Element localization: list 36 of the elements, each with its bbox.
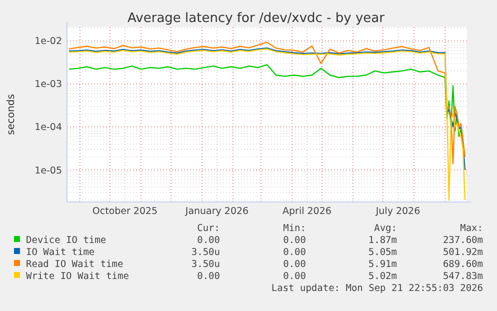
x-tick-label: July 2026 xyxy=(374,206,420,217)
text: 0.00 xyxy=(283,235,306,246)
text: 0.00 xyxy=(197,235,220,246)
x-tick-label: October 2025 xyxy=(92,206,158,217)
text: 0.00 xyxy=(283,271,306,282)
text: 1.87m xyxy=(368,235,398,246)
legend-label: Read IO Wait time xyxy=(26,259,124,270)
y-tick-label: 1e-03 xyxy=(34,79,62,90)
text: 3.50u xyxy=(191,259,220,270)
text: Avg: xyxy=(374,223,397,234)
text: 501.92m xyxy=(442,247,484,258)
x-tick-label: April 2026 xyxy=(282,206,332,217)
text: 0.00 xyxy=(283,247,306,258)
text: Max: xyxy=(460,223,483,234)
line-series xyxy=(68,48,466,201)
text: 689.60m xyxy=(442,259,484,270)
text: 237.60m xyxy=(442,235,484,246)
text: 5.02m xyxy=(368,271,398,282)
legend-label: Write IO Wait time xyxy=(26,271,130,282)
text: 3.50u xyxy=(191,247,220,258)
x-tick-label: January 2026 xyxy=(184,206,249,217)
text: 547.83m xyxy=(442,271,484,282)
legend-label: Device IO time xyxy=(26,235,106,246)
y-axis-title: seconds xyxy=(6,94,17,135)
legend-label: IO Wait time xyxy=(26,247,95,258)
text: Cur: xyxy=(197,223,220,234)
text: 0.00 xyxy=(283,259,306,270)
text: 5.05m xyxy=(368,247,398,258)
y-tick-label: 1e-05 xyxy=(34,165,62,176)
chart-title: Average latency for /dev/xvdc - by year xyxy=(128,11,386,26)
text: Min: xyxy=(283,223,306,234)
y-tick-label: 1e-02 xyxy=(34,36,62,48)
text: Last update: Mon Sep 21 22:55:03 2026 xyxy=(271,283,484,294)
text: 0.00 xyxy=(197,271,220,282)
text: 5.91m xyxy=(368,259,398,270)
y-tick-label: 1e-04 xyxy=(34,122,62,134)
